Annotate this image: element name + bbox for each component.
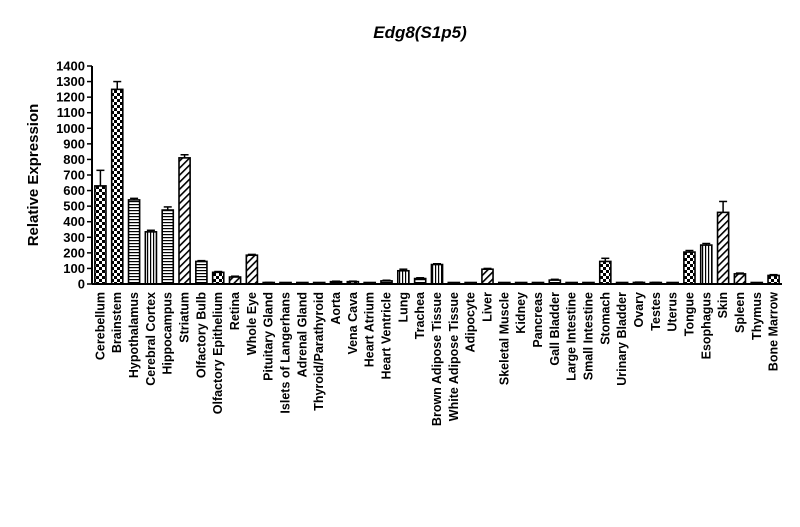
x-tick-label: Stomach [598,292,612,345]
x-tick-label: Kidney [514,292,528,334]
y-axis-ticks: 0100200300400500600700800900100011001200… [56,59,92,292]
bar [245,254,259,285]
y-tick-label: 100 [63,261,85,276]
bar [228,276,242,285]
y-tick-label: 1000 [56,121,85,136]
x-tick-label: Spleen [733,292,747,333]
x-tick-label: Lung [396,292,410,323]
x-tick-label: Testes [649,292,663,331]
x-tick-label: Hippocampus [161,292,175,375]
bar [110,88,124,285]
x-tick-label: Olfactory Epithelium [211,292,225,414]
y-tick-label: 0 [78,277,85,292]
chart-title: Edg8(S1p5) [373,23,467,42]
y-tick-label: 1100 [57,105,85,120]
x-tick-label: Heart Ventricle [380,292,394,380]
bar [716,211,730,285]
x-tick-label: Brown Adipose Tissue [430,292,444,426]
x-tick-label: Whole Eye [245,292,259,355]
x-tick-label: Cerebellum [93,292,107,360]
y-tick-label: 800 [63,152,85,167]
x-tick-label: Tongue [682,292,696,336]
x-tick-label: Large Intestine [565,292,579,381]
y-tick-label: 1200 [56,90,85,105]
y-tick-label: 1400 [56,59,85,74]
x-tick-label: Brainstem [110,292,124,353]
bar [178,157,191,285]
x-tick-label: Skeletal Muscle [497,292,511,385]
bar [94,185,107,285]
y-axis-label: Relative Expression [25,104,42,247]
x-tick-label: Thyroid/Parathyroid [312,292,326,411]
bar [598,260,612,285]
bar [683,251,696,285]
x-tick-label: Adipocyte [464,292,478,352]
bar [481,268,494,285]
y-tick-label: 600 [63,183,85,198]
y-tick-label: 900 [63,136,85,151]
y-tick-label: 300 [63,230,85,245]
x-tick-label: White Adipose Tissue [447,292,461,421]
x-tick-label: Cerebral Cortex [144,292,158,386]
bar [195,260,208,285]
x-tick-label: Small Intestine [581,292,595,380]
y-tick-label: 200 [63,245,85,260]
x-tick-label: Vena Cava [346,291,360,355]
x-tick-label: Pituitary Gland [262,292,276,381]
y-tick-label: 700 [63,168,85,183]
x-tick-label: Aorta [329,291,343,325]
x-tick-label: Skin [716,292,730,318]
x-axis-ticks: Cerebellum Brainstem Hypothalamus Cerebral … [93,291,780,426]
x-tick-label: Esophagus [699,292,713,359]
bar [733,273,747,285]
y-tick-label: 1300 [56,74,85,89]
x-tick-label: Gall Bladder [548,292,562,366]
x-tick-label: Heart Atrium [363,292,377,367]
bars [94,80,780,285]
x-tick-label: Striatum [178,292,192,343]
y-tick-label: 400 [63,214,85,229]
bar [430,263,444,285]
x-tick-label: Pancreas [531,292,545,348]
x-tick-label: Olfactory Bulb [194,292,208,378]
x-tick-label: Ovary [632,292,646,327]
x-tick-label: Adrenal Gland [295,292,309,377]
bar [161,209,175,285]
bar [396,269,410,285]
bar [767,274,780,285]
x-tick-label: Thymus [750,292,764,340]
x-tick-label: Trachea [413,291,427,339]
x-tick-label: Liver [480,292,494,322]
x-tick-label: Retina [228,291,242,330]
bar [699,244,713,285]
bar [144,231,158,285]
x-tick-label: Bone Marrow [767,292,781,371]
y-tick-label: 500 [63,199,85,214]
x-tick-label: Islets of Langerhans [279,292,293,414]
x-tick-label: Uterus [666,292,680,332]
x-tick-label: Urinary Bladder [615,292,629,386]
bar [127,199,141,285]
bar [211,271,225,285]
x-tick-label: Hypothalamus [127,292,141,378]
